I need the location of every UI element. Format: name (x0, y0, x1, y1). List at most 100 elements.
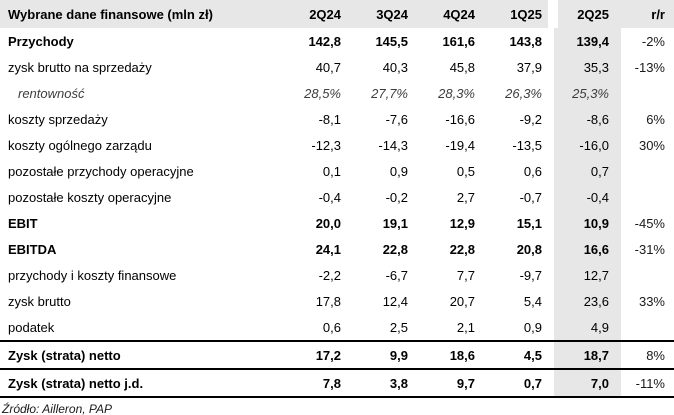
cell-value: 20,7 (449, 293, 475, 309)
cell-value: 10,9 (554, 210, 621, 236)
cell-value: 40,3 (382, 59, 408, 75)
row-label: EBITDA (8, 241, 57, 257)
cell-value: -14,3 (378, 137, 408, 153)
cell-value: 35,3 (554, 54, 621, 80)
financial-table: Wybrane dane finansowe (mln zł) 2Q24 3Q2… (0, 0, 674, 398)
cell-value: 12,4 (382, 293, 408, 309)
table-body: Przychody 142,8 145,5 161,6 143,8 139,4 -2% zys… (0, 28, 674, 398)
header-gap-divider (548, 0, 558, 28)
row-label: pozostałe przychody operacyjne (8, 163, 194, 179)
cell-value: 3,8 (353, 368, 420, 398)
cell-value: -0,2 (385, 189, 408, 205)
cell-yoy: 33% (638, 293, 665, 309)
cell-value: -7,6 (385, 111, 408, 127)
row-label: przychody i koszty finansowe (8, 267, 177, 283)
cell-value: 0,7 (487, 368, 554, 398)
cell-value: 17,2 (286, 340, 353, 369)
column-header-2q24: 2Q24 (286, 0, 353, 28)
row-label: koszty ogólnego zarządu (8, 137, 152, 153)
cell-value: -8,1 (318, 111, 341, 127)
cell-value: 0,9 (523, 319, 542, 335)
cell-value: 139,4 (554, 28, 621, 54)
row-label: Przychody (8, 33, 74, 49)
table-row: pozostałe przychody operacyjne 0,1 0,9 0,5 0… (0, 158, 674, 184)
cell-value: -2,2 (318, 267, 341, 283)
cell-value: 17,8 (315, 293, 341, 309)
table-row: Przychody 142,8 145,5 161,6 143,8 139,4 -2% (0, 28, 674, 54)
cell-yoy: -2% (641, 33, 665, 49)
column-header-4q24: 4Q24 (420, 0, 487, 28)
cell-yoy (621, 184, 674, 210)
table-row: Zysk (strata) netto 17,2 9,9 18,6 4,5 18,7 8% (0, 340, 674, 369)
cell-value: 23,6 (554, 288, 621, 314)
cell-value: 28,5% (304, 85, 341, 101)
cell-value: 4,5 (487, 340, 554, 369)
cell-yoy (621, 80, 674, 106)
column-header-3q24: 3Q24 (353, 0, 420, 28)
cell-value: 18,6 (420, 340, 487, 369)
cell-value: 9,9 (353, 340, 420, 369)
cell-value: 2,7 (456, 189, 475, 205)
cell-value: -0,4 (554, 184, 621, 210)
table-row: przychody i koszty finansowe -2,2 -6,7 7,7 -… (0, 262, 674, 288)
cell-value: 19,1 (382, 215, 408, 231)
column-header-yoy: r/r (621, 0, 674, 28)
cell-value: -9,7 (519, 267, 542, 283)
cell-yoy: -13% (634, 59, 665, 75)
row-label: koszty sprzedaży (8, 111, 108, 127)
cell-value: 27,7% (371, 85, 408, 101)
cell-value: 40,7 (315, 59, 341, 75)
cell-value: -9,2 (519, 111, 542, 127)
row-label: pozostałe koszty operacyjne (8, 189, 172, 205)
table-row: podatek 0,6 2,5 2,1 0,9 4,9 (0, 314, 674, 341)
cell-value: 25,3% (554, 80, 621, 106)
cell-value: 12,7 (554, 262, 621, 288)
cell-value: -16,6 (445, 111, 475, 127)
cell-value: 0,7 (554, 158, 621, 184)
cell-value: 0,9 (389, 163, 408, 179)
cell-value: 22,8 (449, 241, 475, 257)
cell-value: 2,1 (456, 319, 475, 335)
cell-value: 24,1 (315, 241, 341, 257)
cell-value: 18,7 (554, 340, 621, 369)
cell-value: -13,5 (512, 137, 542, 153)
column-header-1q25: 1Q25 (487, 0, 554, 28)
table-row: zysk brutto na sprzedaży 40,7 40,3 45,8 37,9… (0, 54, 674, 80)
cell-value: 20,0 (315, 215, 341, 231)
cell-value: 22,8 (382, 241, 408, 257)
row-label: rentowność (18, 85, 85, 101)
column-header-2q25: 2Q25 (554, 0, 621, 28)
cell-yoy: -11% (621, 368, 674, 398)
cell-yoy (621, 314, 674, 341)
row-label: zysk brutto (8, 293, 71, 309)
row-label: podatek (8, 319, 55, 335)
cell-value: 142,8 (308, 33, 341, 49)
cell-value: 0,5 (456, 163, 475, 179)
cell-yoy (621, 262, 674, 288)
cell-value: 143,8 (509, 33, 542, 49)
cell-value: 0,6 (523, 163, 542, 179)
cell-value: 28,3% (438, 85, 475, 101)
table-header-row: Wybrane dane finansowe (mln zł) 2Q24 3Q2… (0, 0, 674, 28)
cell-value: 37,9 (516, 59, 542, 75)
table-row: EBITDA 24,1 22,8 22,8 20,8 16,6 -31% (0, 236, 674, 262)
cell-value: -0,7 (519, 189, 542, 205)
cell-value: 45,8 (449, 59, 475, 75)
table-row: Zysk (strata) netto j.d. 7,8 3,8 9,7 0,7 7,0-… (0, 368, 674, 398)
cell-value: 9,7 (420, 368, 487, 398)
cell-yoy: -31% (634, 241, 665, 257)
table-row: pozostałe koszty operacyjne -0,4 -0,2 2,7 -0… (0, 184, 674, 210)
table-row: rentowność 28,5% 27,7% 28,3% 26,3% 25,3% (0, 80, 674, 106)
row-label: Zysk (strata) netto j.d. (0, 368, 286, 398)
cell-yoy: 8% (621, 340, 674, 369)
cell-value: 7,0 (554, 368, 621, 398)
cell-value: -6,7 (385, 267, 408, 283)
cell-value: 4,9 (554, 314, 621, 341)
table-row: koszty sprzedaży -8,1 -7,6 -16,6 -9,2 -8,6 6% (0, 106, 674, 132)
cell-value: -16,0 (554, 132, 621, 158)
cell-value: 15,1 (516, 215, 542, 231)
cell-yoy: 30% (638, 137, 665, 153)
cell-value: 2,5 (389, 319, 408, 335)
cell-yoy: 6% (646, 111, 665, 127)
cell-value: 26,3% (505, 85, 542, 101)
